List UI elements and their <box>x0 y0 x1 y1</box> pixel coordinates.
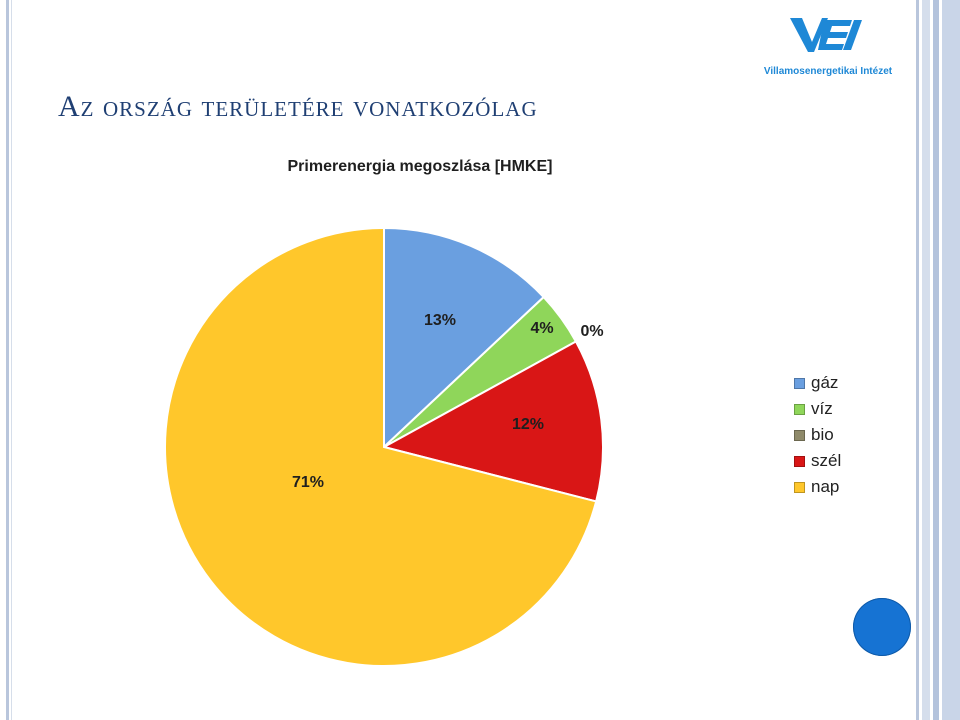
slide-nav-button[interactable] <box>853 598 911 656</box>
legend-swatch <box>794 481 805 493</box>
slide-frame-right-band-3 <box>942 0 960 720</box>
slide-frame-left <box>6 0 9 720</box>
legend-swatch <box>794 403 805 415</box>
slide-frame-right <box>916 0 919 720</box>
legend-item-nap: nap <box>794 474 841 500</box>
legend-label: víz <box>811 399 833 418</box>
legend-item-szel: szél <box>794 448 841 474</box>
vei-logo: Villamosenergetikai Intézet <box>752 12 904 78</box>
pie-label-viz: 4% <box>530 320 553 337</box>
legend-item-viz: víz <box>794 396 841 422</box>
slide-frame-right-band-2 <box>933 0 939 720</box>
legend-swatch <box>794 429 805 441</box>
pie-slice-gaz <box>383 226 546 450</box>
pie-label-szel: 12% <box>512 416 544 433</box>
vei-logo-mark <box>790 18 862 52</box>
chart-legend: gáz víz bio szél nap <box>794 370 841 500</box>
legend-label: nap <box>811 477 840 496</box>
logo-caption: Villamosenergetikai Intézet <box>763 66 893 77</box>
pie-slice-nap <box>164 226 598 667</box>
chart-title: Primerenergia megoszlása [HMKE] <box>287 158 553 175</box>
pie-slice-szel <box>381 340 604 503</box>
legend-swatch <box>794 377 805 389</box>
legend-item-gaz: gáz <box>794 370 841 396</box>
slide-frame-left-inner <box>11 0 12 720</box>
legend-label: szél <box>811 451 842 470</box>
slide-title: Az ország területére vonatkozólag <box>58 90 538 123</box>
pie-label-bio: 0% <box>580 323 603 340</box>
legend-item-bio: bio <box>794 422 841 448</box>
pie-label-gaz: 13% <box>424 312 456 329</box>
pie-label-nap: 71% <box>292 474 324 491</box>
legend-label: bio <box>811 425 834 444</box>
legend-label: gáz <box>811 373 839 392</box>
slide-frame-right-band <box>922 0 930 720</box>
legend-swatch <box>794 455 805 467</box>
